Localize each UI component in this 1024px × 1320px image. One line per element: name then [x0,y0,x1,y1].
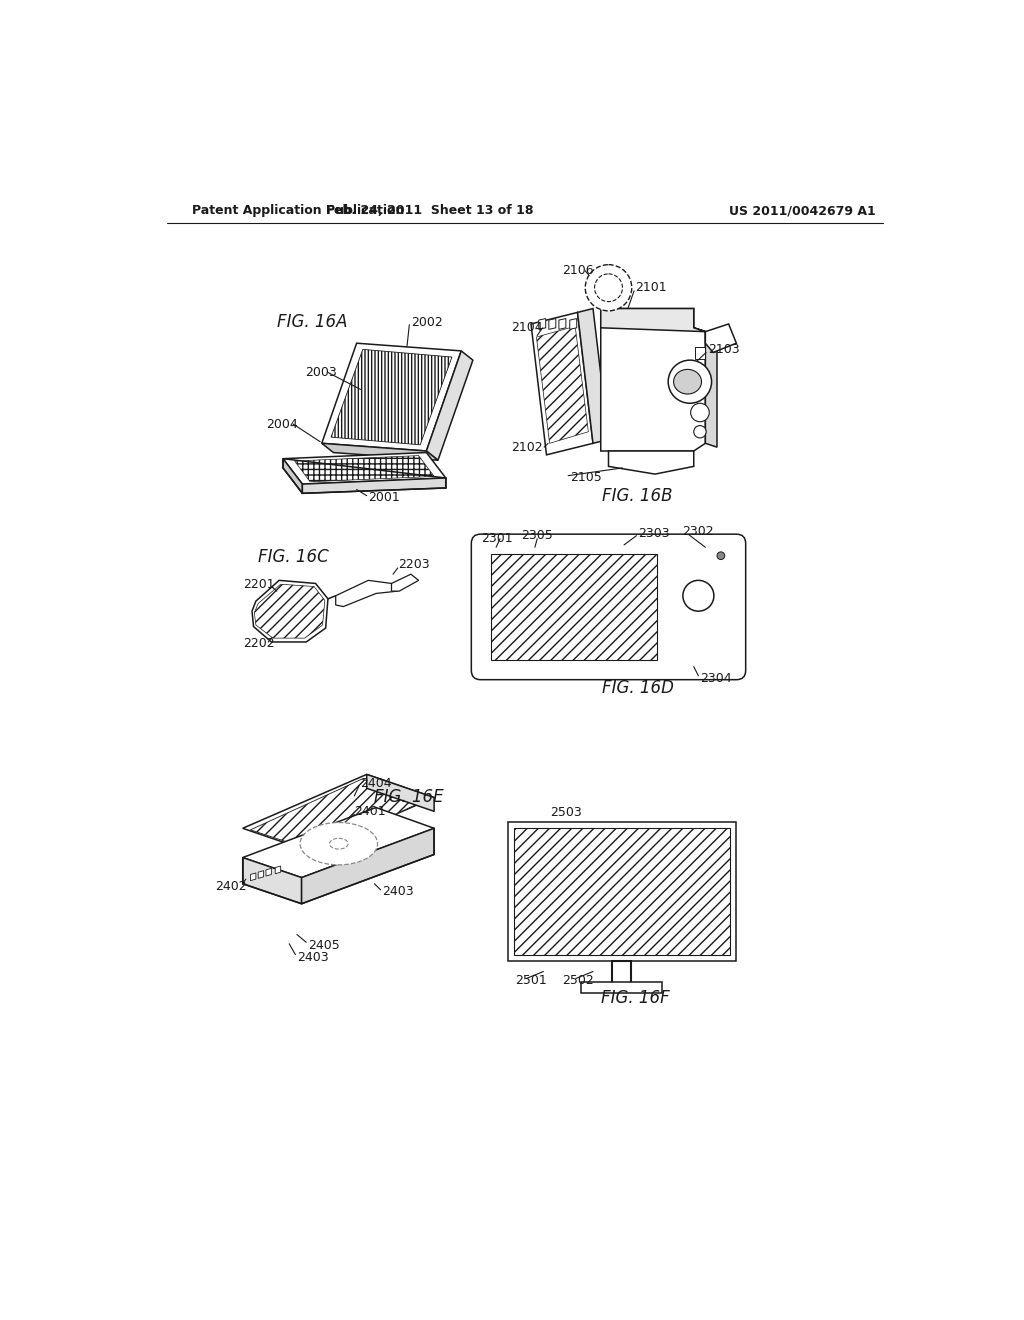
Text: 2002: 2002 [411,315,442,329]
Polygon shape [251,873,256,880]
FancyBboxPatch shape [471,535,745,680]
Text: 2105: 2105 [569,471,601,484]
Polygon shape [302,478,445,494]
Circle shape [669,360,712,404]
Text: FIG. 16E: FIG. 16E [375,788,444,807]
Text: 2203: 2203 [397,558,429,572]
Polygon shape [695,347,705,359]
Polygon shape [514,829,730,954]
Text: 2003: 2003 [305,366,337,379]
Polygon shape [243,775,434,851]
Circle shape [717,552,725,560]
Text: 2001: 2001 [369,491,400,504]
Text: 2202: 2202 [243,638,274,649]
Text: 2201: 2201 [243,578,274,591]
Polygon shape [367,775,434,812]
Text: 2305: 2305 [521,529,553,543]
Polygon shape [283,453,445,484]
Text: 2403: 2403 [382,884,414,898]
Polygon shape [295,455,434,482]
Polygon shape [578,309,608,444]
Polygon shape [266,869,271,876]
Text: 2004: 2004 [266,417,298,430]
Text: 2404: 2404 [360,777,392,791]
Polygon shape [254,585,325,638]
Text: 2106: 2106 [562,264,594,277]
Text: FIG. 16F: FIG. 16F [601,989,670,1007]
Text: 2405: 2405 [308,939,340,952]
Text: Patent Application Publication: Patent Application Publication [191,205,403,218]
Text: 2303: 2303 [638,527,670,540]
Polygon shape [531,313,593,455]
Text: 2403: 2403 [297,952,329,964]
Polygon shape [490,554,657,660]
Text: 2502: 2502 [562,974,594,987]
Polygon shape [322,444,438,461]
Text: 2503: 2503 [550,805,582,818]
Polygon shape [275,866,281,874]
Circle shape [693,425,707,438]
Polygon shape [539,318,546,330]
Polygon shape [251,779,426,851]
Polygon shape [252,581,328,642]
Polygon shape [608,451,693,474]
Text: 2301: 2301 [480,532,512,545]
Polygon shape [559,318,566,330]
Polygon shape [582,982,662,993]
Ellipse shape [674,370,701,395]
Text: 2103: 2103 [708,343,739,356]
Text: FIG. 16B: FIG. 16B [602,487,673,504]
Text: 2102: 2102 [512,441,544,454]
Text: FIG. 16C: FIG. 16C [258,548,329,566]
Polygon shape [549,318,556,330]
Text: 2501: 2501 [515,974,547,987]
Polygon shape [391,574,419,591]
Text: 2401: 2401 [354,805,386,818]
Polygon shape [706,323,736,352]
Polygon shape [258,871,263,878]
Polygon shape [601,309,706,451]
Text: FIG. 16D: FIG. 16D [602,680,674,697]
Polygon shape [601,309,706,331]
Polygon shape [322,343,461,451]
Polygon shape [695,383,705,396]
Text: 2101: 2101 [636,281,668,294]
Text: US 2011/0042679 A1: US 2011/0042679 A1 [729,205,876,218]
Circle shape [690,404,710,422]
Polygon shape [426,351,473,461]
Ellipse shape [330,838,348,849]
Polygon shape [537,326,589,444]
Text: 2304: 2304 [700,672,731,685]
Circle shape [586,264,632,312]
Text: 2104: 2104 [512,321,544,334]
Text: Feb. 24, 2011  Sheet 13 of 18: Feb. 24, 2011 Sheet 13 of 18 [327,205,534,218]
Ellipse shape [300,822,378,865]
Polygon shape [243,858,302,904]
Polygon shape [693,327,717,447]
Circle shape [683,581,714,611]
Polygon shape [283,459,302,494]
Polygon shape [243,808,434,878]
Polygon shape [302,829,434,904]
Polygon shape [336,581,397,607]
Circle shape [595,275,623,302]
Text: 2302: 2302 [682,525,714,539]
Polygon shape [331,350,452,445]
Polygon shape [695,364,705,378]
Text: 2402: 2402 [215,879,247,892]
Polygon shape [569,318,577,330]
Polygon shape [508,822,736,961]
Text: FIG. 16A: FIG. 16A [276,313,347,330]
